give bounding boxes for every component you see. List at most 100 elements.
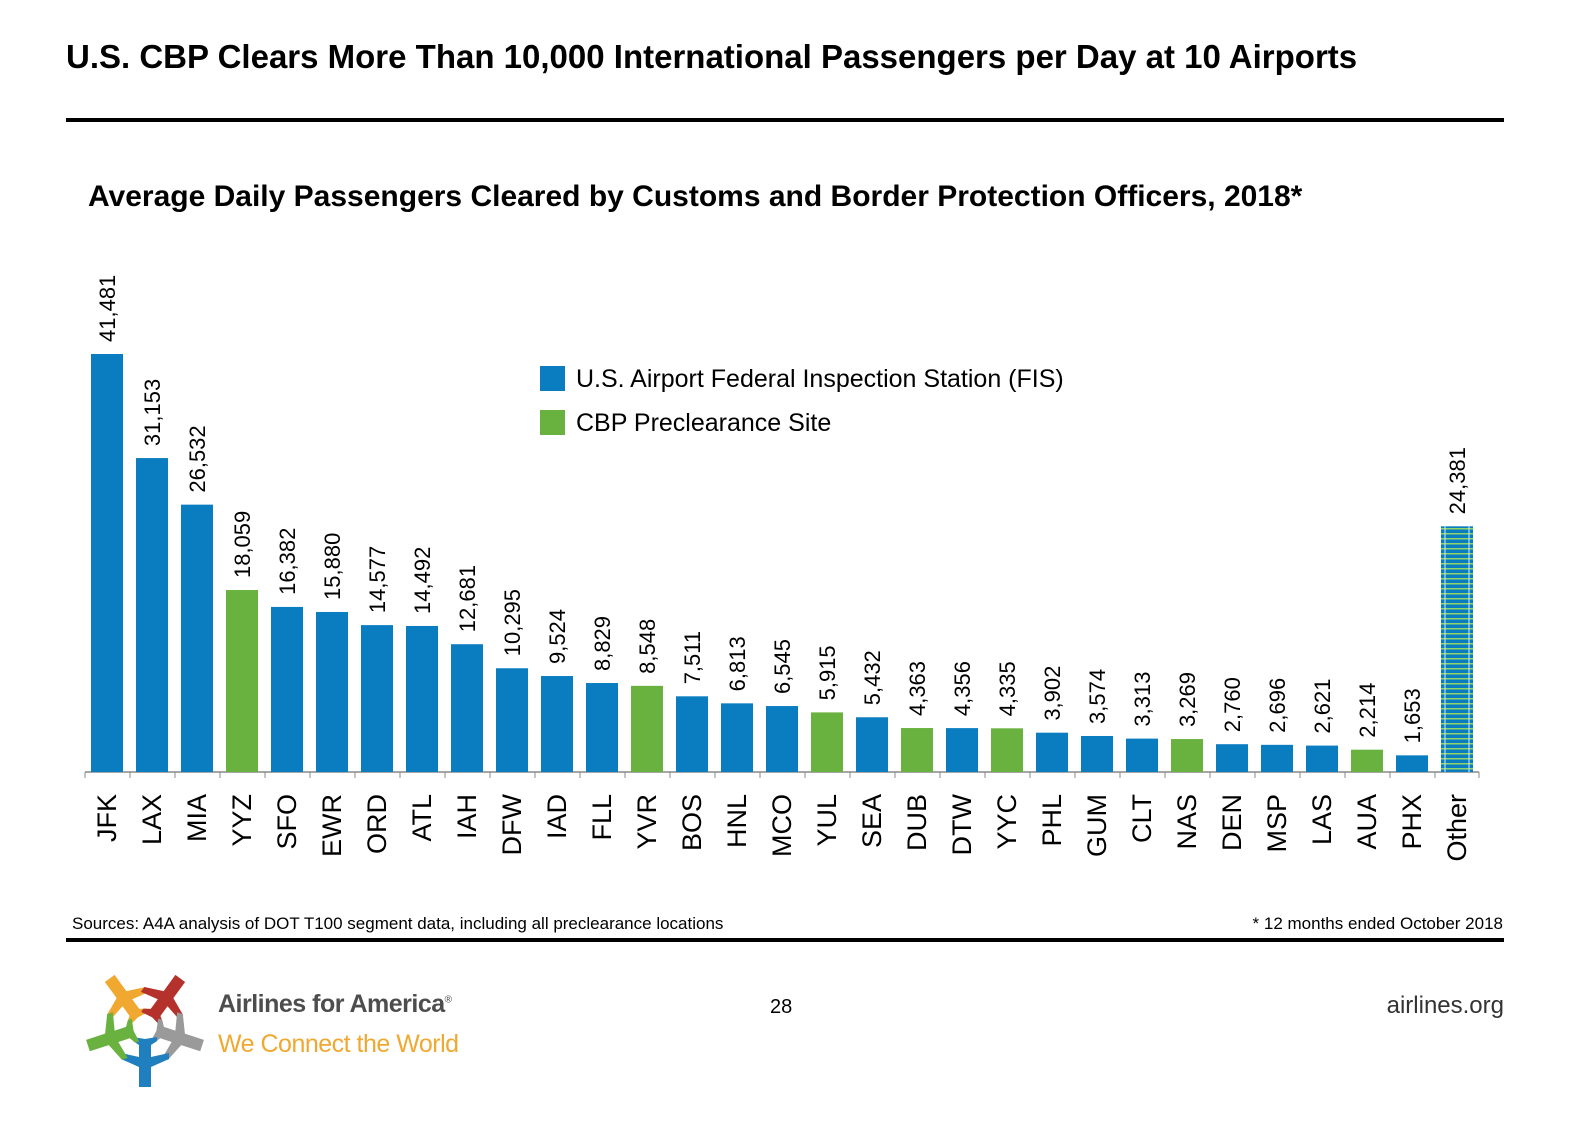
- category-label: AUA: [1352, 794, 1382, 850]
- data-label: 31,153: [140, 379, 165, 446]
- data-label: 15,880: [320, 533, 345, 600]
- bar-ord: [361, 625, 393, 772]
- data-label: 2,696: [1265, 678, 1290, 733]
- bar-bos: [676, 696, 708, 772]
- category-label: YVR: [632, 794, 662, 850]
- category-label: DFW: [497, 793, 527, 855]
- legend-label-fis: U.S. Airport Federal Inspection Station …: [576, 365, 1064, 393]
- category-label: PHX: [1397, 794, 1427, 850]
- category-label: BOS: [677, 794, 707, 851]
- data-label: 6,813: [725, 636, 750, 691]
- bar-aua: [1351, 749, 1383, 772]
- bar-mco: [766, 706, 798, 772]
- category-label: YUL: [812, 794, 842, 847]
- page-title: U.S. CBP Clears More Than 10,000 Interna…: [66, 38, 1358, 75]
- data-label: 4,363: [905, 661, 930, 716]
- data-label: 4,356: [950, 661, 975, 716]
- bar-clt: [1126, 738, 1158, 772]
- data-label: 2,621: [1310, 679, 1335, 734]
- category-label: ATL: [407, 794, 437, 842]
- bar-gum: [1081, 735, 1113, 772]
- legend-label-preclearance: CBP Preclearance Site: [576, 409, 831, 437]
- category-label: ORD: [362, 794, 392, 854]
- bar-lax: [136, 458, 168, 772]
- bar-other: [1441, 526, 1473, 772]
- bar-dub: [901, 728, 933, 772]
- brand-name: Airlines for America®: [218, 990, 452, 1018]
- category-label: MIA: [182, 794, 212, 842]
- bar-iah: [451, 644, 483, 772]
- bar-yvr: [631, 685, 663, 772]
- data-label: 41,481: [95, 275, 120, 342]
- data-label: 7,511: [680, 631, 705, 684]
- bar-jfk: [91, 354, 123, 772]
- footer-rule: [66, 938, 1504, 942]
- bar-fll: [586, 683, 618, 772]
- data-label: 9,524: [545, 609, 570, 664]
- bar-dfw: [496, 668, 528, 772]
- category-label: MSP: [1262, 794, 1292, 853]
- data-label: 12,681: [455, 565, 480, 632]
- category-label: FLL: [587, 794, 617, 841]
- category-label: GUM: [1082, 794, 1112, 857]
- category-label: SEA: [857, 794, 887, 848]
- data-label: 24,381: [1445, 447, 1470, 514]
- website-link[interactable]: airlines.org: [1386, 992, 1504, 1019]
- category-label: YYZ: [227, 794, 257, 847]
- title-rule: [66, 118, 1504, 122]
- data-label: 8,829: [590, 616, 615, 671]
- category-label: SFO: [272, 794, 302, 850]
- data-label: 3,574: [1085, 669, 1110, 724]
- category-label: LAX: [137, 794, 167, 845]
- category-label: YYC: [992, 794, 1022, 850]
- data-label: 26,532: [185, 425, 210, 492]
- data-label: 6,545: [770, 639, 795, 694]
- data-label: 4,335: [995, 661, 1020, 716]
- brand-tagline: We Connect the World: [218, 1030, 459, 1058]
- legend-swatch-fis: [540, 366, 565, 391]
- bar-yyz: [226, 590, 258, 772]
- bar-yul: [811, 712, 843, 772]
- data-label: 18,059: [230, 511, 255, 578]
- data-label: 10,295: [500, 589, 525, 656]
- data-label: 3,313: [1130, 672, 1155, 727]
- category-label: DUB: [902, 794, 932, 851]
- bar-sea: [856, 717, 888, 772]
- data-label: 14,492: [410, 547, 435, 614]
- category-label: JFK: [92, 794, 122, 842]
- bar-phl: [1036, 732, 1068, 772]
- data-label: 14,577: [365, 546, 390, 613]
- bar-hnl: [721, 703, 753, 772]
- bar-yyc: [991, 728, 1023, 772]
- bar-mia: [181, 504, 213, 772]
- category-label: DTW: [947, 793, 977, 855]
- legend-swatch-preclearance: [540, 410, 565, 435]
- data-label: 2,214: [1355, 683, 1380, 738]
- category-label: PHL: [1037, 794, 1067, 847]
- bar-dtw: [946, 728, 978, 772]
- data-label: 8,548: [635, 619, 660, 674]
- data-label: 2,760: [1220, 677, 1245, 732]
- chart-title: Average Daily Passengers Cleared by Cust…: [88, 180, 1303, 213]
- data-label: 3,902: [1040, 666, 1065, 721]
- bar-sfo: [271, 606, 303, 772]
- bar-msp: [1261, 744, 1293, 772]
- bar-phx: [1396, 755, 1428, 772]
- category-label: LAS: [1307, 794, 1337, 845]
- category-label: MCO: [767, 794, 797, 857]
- category-label: NAS: [1172, 794, 1202, 850]
- airlines-for-america-logo-icon: [86, 974, 204, 1087]
- bar-las: [1306, 745, 1338, 772]
- period-note: * 12 months ended October 2018: [1252, 914, 1503, 933]
- bar-ewr: [316, 611, 348, 772]
- bar-den: [1216, 744, 1248, 772]
- data-label: 5,432: [860, 650, 885, 705]
- data-label: 1,653: [1400, 688, 1425, 743]
- source-note: Sources: A4A analysis of DOT T100 segmen…: [72, 914, 724, 933]
- data-label: 16,382: [275, 528, 300, 595]
- bar-iad: [541, 676, 573, 772]
- page-number: 28: [770, 996, 793, 1018]
- category-label: CLT: [1127, 794, 1157, 843]
- category-label: EWR: [317, 794, 347, 857]
